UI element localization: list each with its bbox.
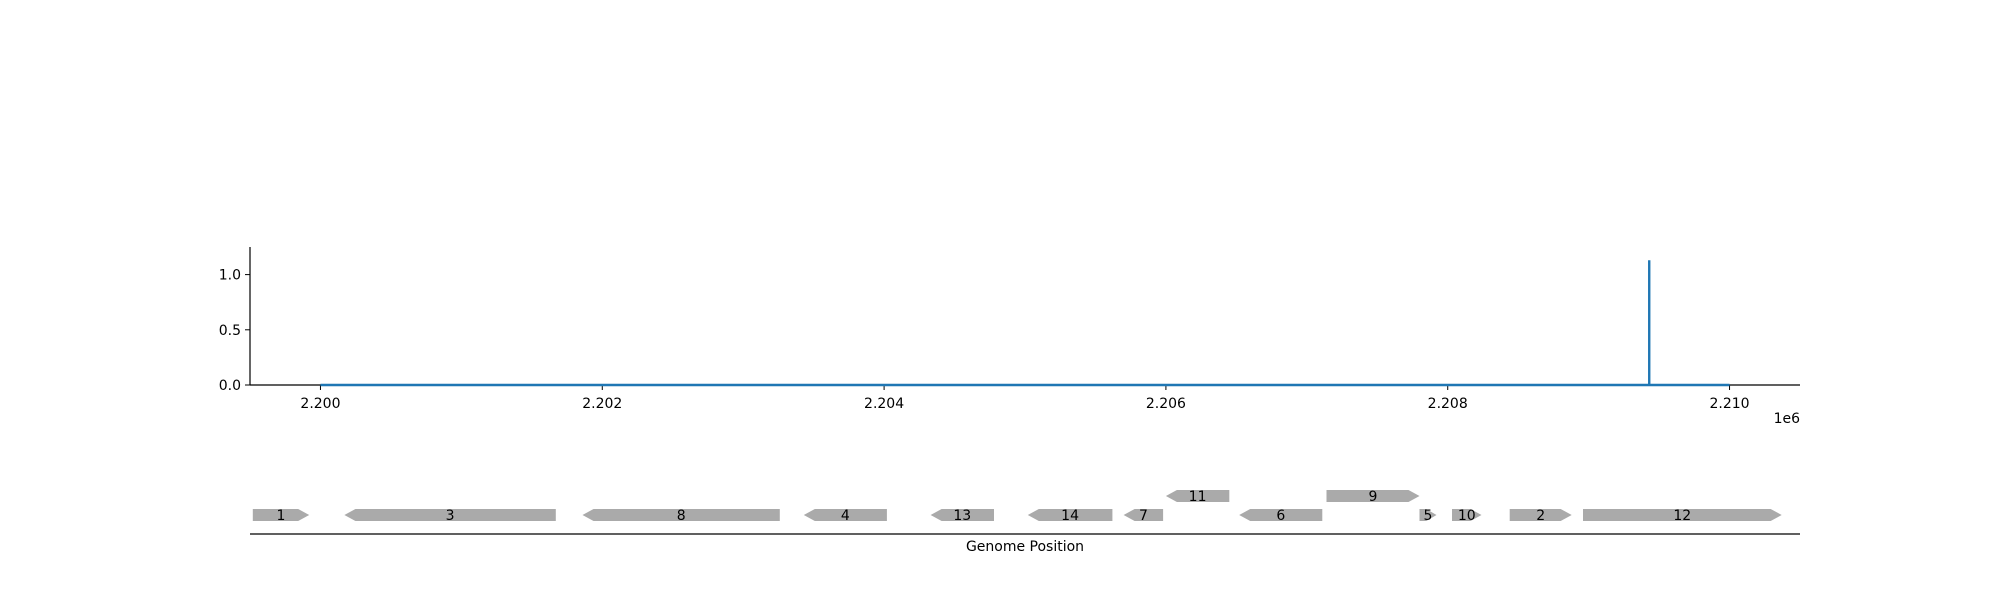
- gene-arrow: [1165, 490, 1230, 502]
- gene-arrow: [252, 509, 310, 521]
- x-tick-label: 2.202: [582, 396, 622, 412]
- gene-arrow: [1123, 509, 1164, 521]
- x-offset-label: 1e6: [1774, 411, 1801, 427]
- x-tick-label: 2.206: [1146, 396, 1186, 412]
- gene-arrow: [1452, 509, 1482, 521]
- gene-arrow: [1583, 509, 1782, 521]
- gene-label: 11: [1189, 489, 1207, 505]
- gene-arrow: [1509, 509, 1572, 521]
- gene-label: 2: [1536, 508, 1545, 524]
- gene-label: 1: [277, 508, 286, 524]
- gene-arrow: [803, 509, 887, 521]
- gene-label: 14: [1061, 508, 1079, 524]
- gene-label: 3: [446, 508, 455, 524]
- gene-arrow: [930, 509, 994, 521]
- gene-label: 5: [1424, 508, 1433, 524]
- gene-arrow: [344, 509, 556, 521]
- gene-arrow: [1419, 509, 1437, 521]
- gene-label: 13: [953, 508, 971, 524]
- gene-arrow: [582, 509, 780, 521]
- x-tick-label: 2.200: [300, 396, 340, 412]
- gene-label: 12: [1673, 508, 1691, 524]
- x-tick-label: 2.210: [1709, 396, 1749, 412]
- x-tick-label: 2.204: [864, 396, 904, 412]
- y-tick-label: 1.0: [219, 268, 241, 284]
- gene-label: 8: [677, 508, 686, 524]
- gene-label: 9: [1369, 489, 1378, 505]
- gene-label: 4: [841, 508, 850, 524]
- gene-track-xlabel: Genome Position: [966, 539, 1084, 555]
- signal-panel: 0.0 0.5 1.0 2.200 2.202 2.204 2.206 2.208 2.210: [219, 247, 1800, 412]
- x-tick-label: 2.208: [1428, 396, 1468, 412]
- signal-line: [320, 260, 1730, 387]
- y-tick-label: 0.5: [219, 323, 241, 339]
- gene-arrow: [1027, 509, 1113, 521]
- gene-label: 6: [1276, 508, 1285, 524]
- gene-arrow: [1326, 490, 1420, 502]
- gene-label: 7: [1139, 508, 1148, 524]
- y-tick-label: 0.0: [219, 378, 241, 394]
- gene-label: 10: [1458, 508, 1476, 524]
- gene-arrow: [1239, 509, 1323, 521]
